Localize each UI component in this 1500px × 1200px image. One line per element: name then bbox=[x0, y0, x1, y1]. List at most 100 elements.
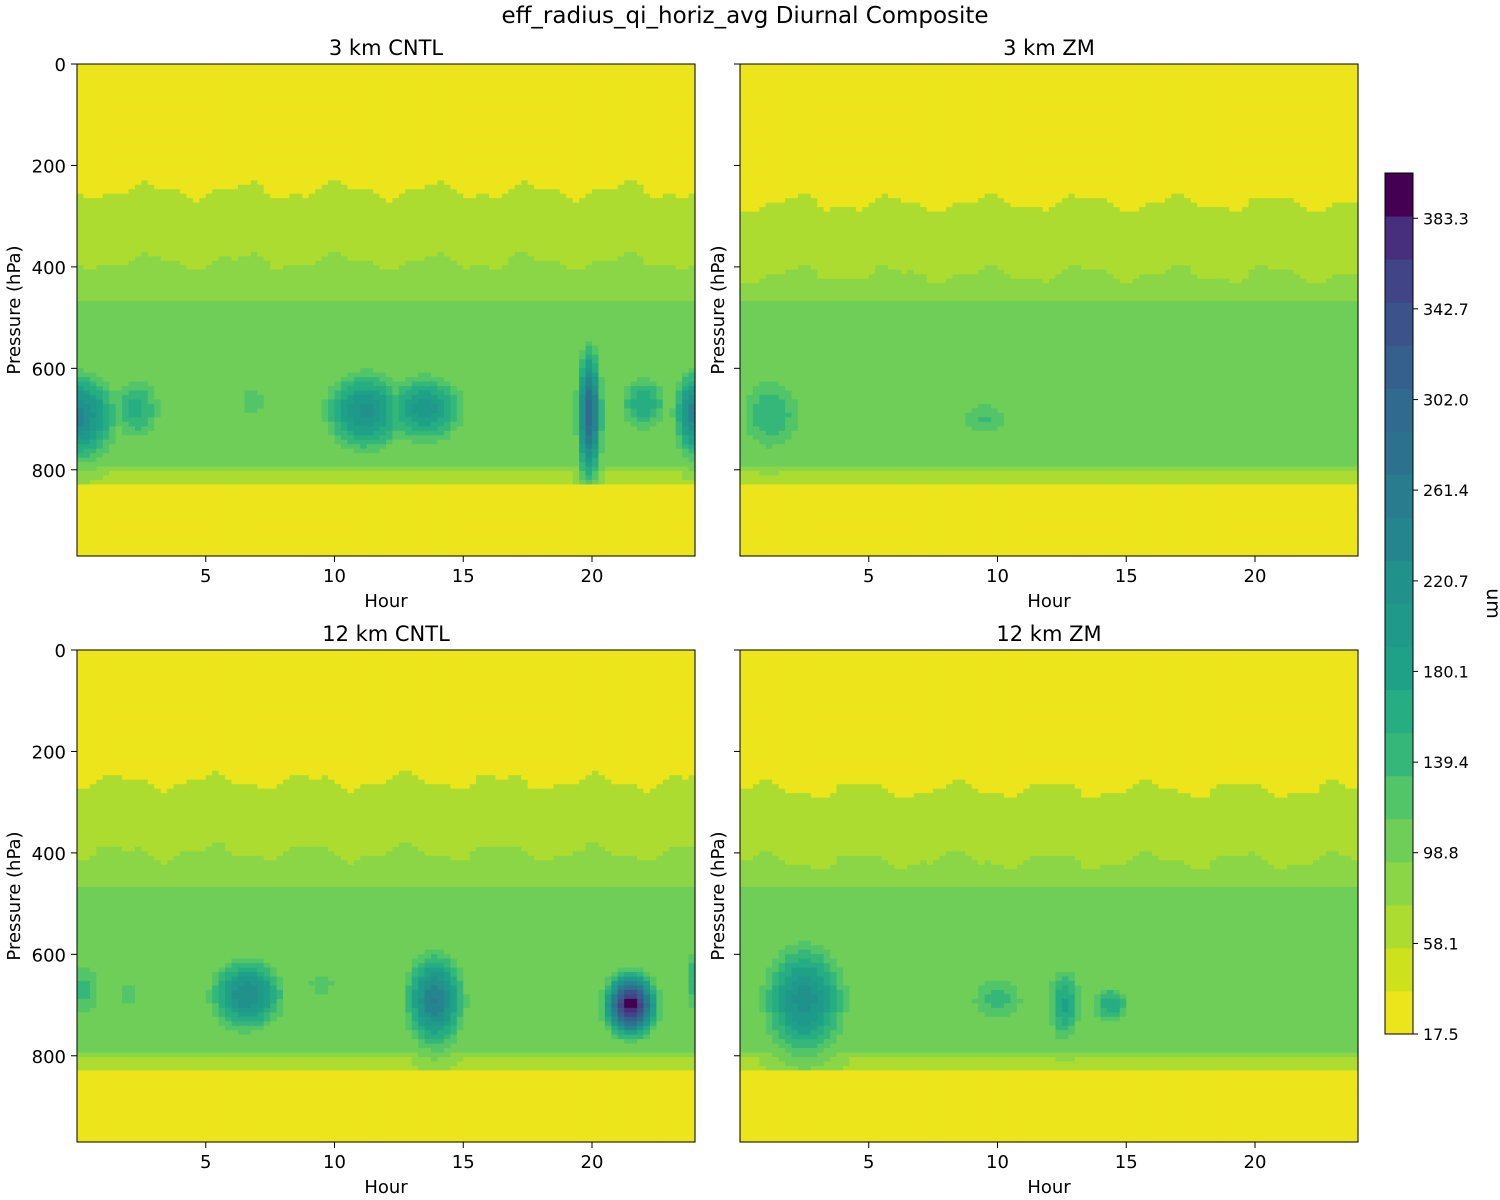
contour-cell bbox=[147, 233, 155, 240]
contour-cell bbox=[443, 140, 451, 146]
contour-cell bbox=[386, 265, 394, 271]
contour-cell bbox=[89, 126, 97, 132]
contour-cell bbox=[205, 278, 213, 284]
contour-cell bbox=[302, 260, 310, 266]
contour-cell bbox=[688, 260, 696, 266]
contour-cell bbox=[649, 113, 657, 119]
contour-cell bbox=[688, 171, 696, 177]
contour-cell bbox=[225, 229, 233, 235]
contour-cell bbox=[347, 229, 355, 235]
contour-cell bbox=[688, 229, 696, 235]
contour-cell bbox=[682, 278, 690, 284]
contour-cell bbox=[225, 189, 233, 195]
contour-cell bbox=[617, 274, 625, 280]
contour-cell bbox=[180, 157, 188, 163]
contour-cell bbox=[521, 211, 529, 217]
contour-cell bbox=[476, 81, 484, 87]
contour-cell bbox=[443, 104, 451, 110]
contour-cell bbox=[411, 153, 419, 159]
contour-cell bbox=[244, 247, 252, 253]
contour-cell bbox=[167, 260, 175, 266]
contour-cell bbox=[392, 153, 400, 159]
contour-cell bbox=[109, 202, 117, 208]
contour-cell bbox=[405, 144, 413, 150]
contour-cell bbox=[450, 274, 458, 280]
contour-cell bbox=[328, 86, 336, 92]
contour-cell bbox=[102, 283, 110, 289]
contour-cell bbox=[134, 175, 142, 181]
contour-cell bbox=[482, 126, 490, 132]
contour-cell bbox=[263, 68, 271, 74]
contour-cell bbox=[688, 90, 696, 96]
contour-cell bbox=[180, 113, 188, 119]
contour-cell bbox=[283, 148, 291, 155]
contour-cell bbox=[637, 131, 645, 137]
contour-cell bbox=[489, 184, 497, 190]
contour-cell bbox=[115, 238, 123, 244]
contour-cell bbox=[649, 256, 657, 262]
contour-cell bbox=[353, 113, 361, 119]
contour-cell bbox=[328, 211, 336, 217]
contour-cell bbox=[682, 180, 690, 186]
contour-cell bbox=[392, 117, 400, 123]
contour-cell bbox=[167, 95, 175, 101]
contour-cell bbox=[347, 233, 355, 240]
contour-cell bbox=[167, 265, 175, 271]
contour-cell bbox=[257, 122, 265, 128]
contour-cell bbox=[405, 238, 413, 244]
contour-cell bbox=[579, 229, 587, 235]
contour-cell bbox=[186, 157, 194, 163]
contour-cell bbox=[669, 144, 677, 150]
contour-cell bbox=[624, 247, 632, 253]
contour-cell bbox=[250, 68, 258, 74]
contour-cell bbox=[295, 72, 303, 79]
contour-cell bbox=[373, 238, 381, 244]
contour-cell bbox=[173, 180, 181, 186]
contour-cell bbox=[205, 238, 213, 244]
contour-cell bbox=[77, 86, 85, 92]
contour-cell bbox=[431, 225, 439, 231]
contour-cell bbox=[675, 81, 683, 87]
contour-cell bbox=[237, 180, 245, 186]
contour-cell bbox=[566, 202, 574, 208]
contour-cell bbox=[102, 175, 110, 181]
contour-cell bbox=[463, 135, 471, 141]
contour-cell bbox=[205, 131, 213, 137]
contour-cell bbox=[431, 260, 439, 266]
contour-cell bbox=[656, 256, 664, 262]
contour-cell bbox=[205, 260, 213, 266]
contour-cell bbox=[682, 108, 690, 114]
contour-cell bbox=[353, 233, 361, 240]
contour-cell bbox=[192, 166, 200, 172]
contour-cell bbox=[624, 90, 632, 96]
contour-cell bbox=[572, 153, 580, 159]
contour-cell bbox=[514, 166, 522, 172]
contour-cell bbox=[392, 265, 400, 271]
contour-cell bbox=[688, 269, 696, 275]
contour-cell bbox=[662, 292, 670, 298]
contour-cell bbox=[649, 193, 657, 199]
contour-cell bbox=[192, 126, 200, 132]
contour-cell bbox=[546, 81, 554, 87]
contour-cell bbox=[469, 90, 477, 96]
contour-cell bbox=[212, 144, 220, 150]
contour-cell bbox=[476, 117, 484, 123]
contour-cell bbox=[77, 260, 85, 266]
contour-cell bbox=[398, 68, 406, 74]
contour-cell bbox=[437, 189, 445, 195]
contour-cell bbox=[154, 175, 162, 181]
contour-cell bbox=[186, 202, 194, 208]
contour-cell bbox=[328, 238, 336, 244]
contour-cell bbox=[109, 287, 117, 293]
contour-cell bbox=[501, 175, 509, 181]
contour-cell bbox=[482, 95, 490, 101]
contour-cell bbox=[688, 122, 696, 128]
contour-cell bbox=[353, 238, 361, 244]
contour-cell bbox=[102, 242, 110, 248]
contour-cell bbox=[180, 72, 188, 79]
contour-cell bbox=[167, 216, 175, 222]
contour-cell bbox=[134, 180, 142, 186]
contour-cell bbox=[225, 148, 233, 155]
contour-cell bbox=[244, 104, 252, 110]
contour-cell bbox=[96, 86, 104, 92]
